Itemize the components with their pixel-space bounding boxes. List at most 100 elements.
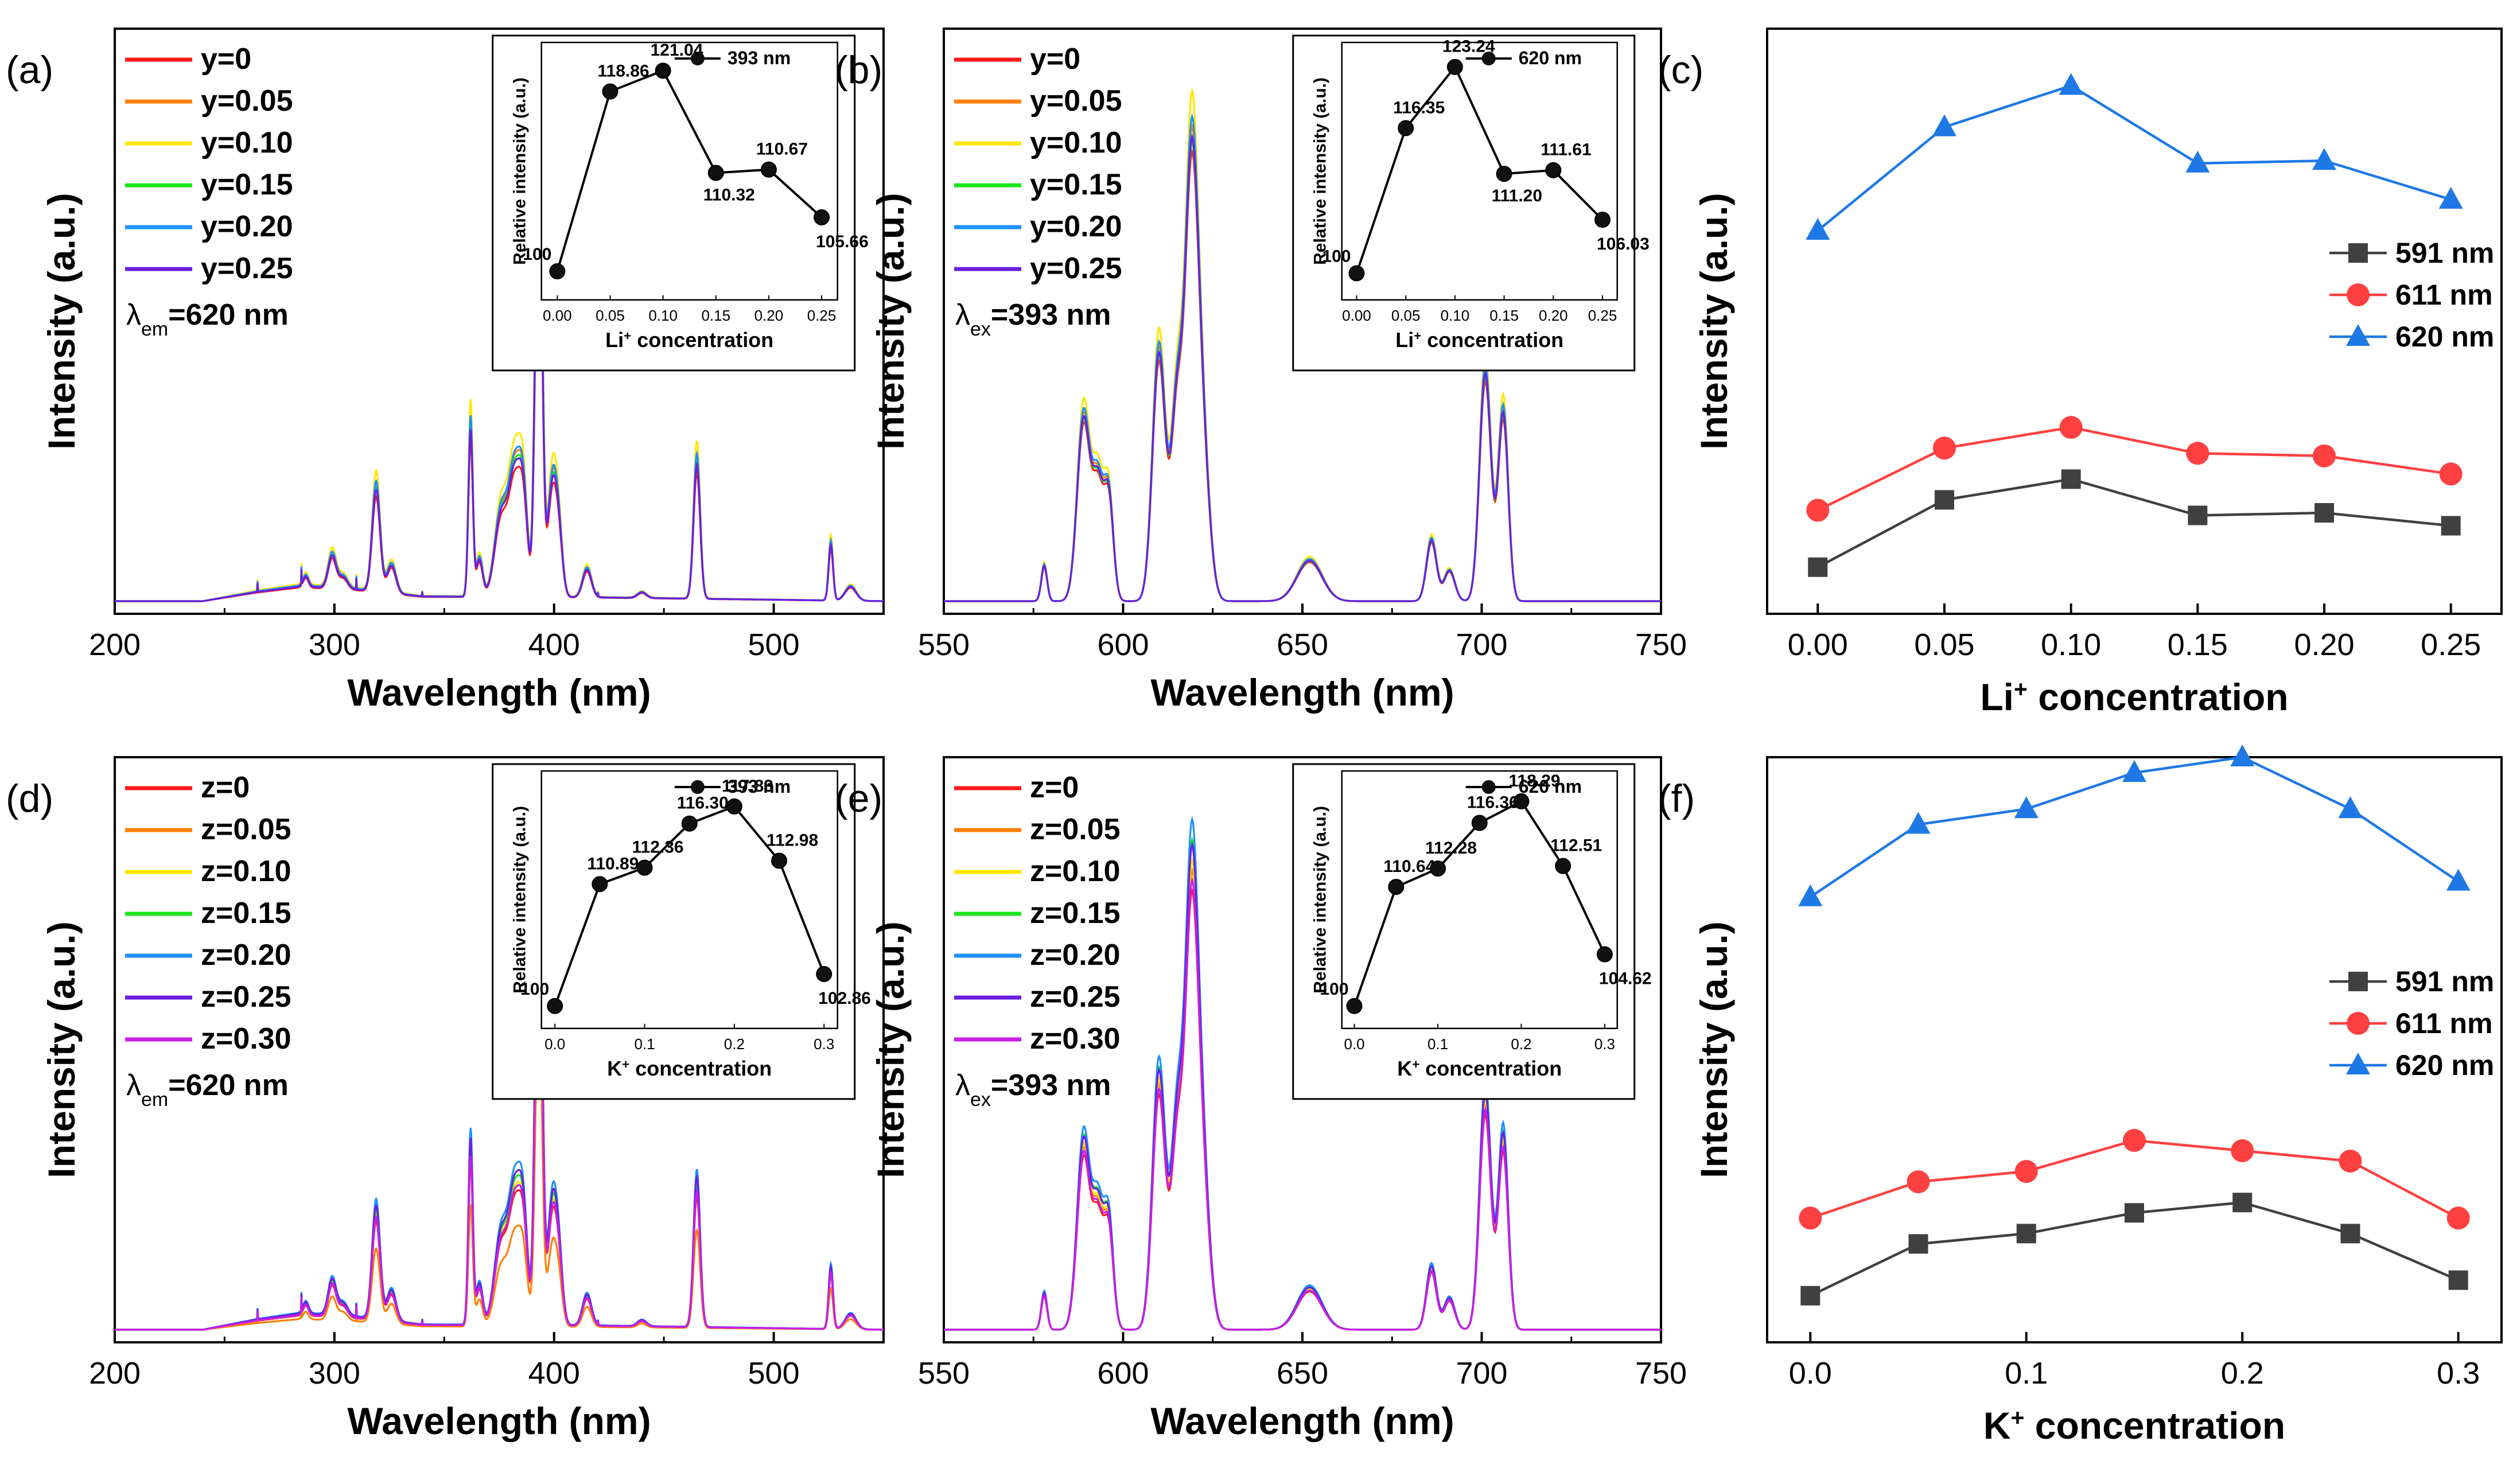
inset-data-label: 110.89 bbox=[587, 854, 639, 873]
inset-plot-area bbox=[1341, 770, 1618, 1030]
legend-marker bbox=[2346, 1053, 2370, 1074]
data-point-triangle bbox=[2312, 148, 2337, 170]
legend-label: z=0.20 bbox=[201, 938, 291, 972]
legend-label: y=0.15 bbox=[201, 168, 293, 201]
x-tick-label: 500 bbox=[748, 1356, 800, 1390]
x-tick-label: 0.2 bbox=[2221, 1356, 2264, 1390]
data-point-square bbox=[2340, 1224, 2360, 1244]
inset-data-label: 111.61 bbox=[1541, 141, 1591, 159]
lambda-text: =620 nm bbox=[168, 1069, 289, 1102]
plot-frame bbox=[114, 756, 885, 1343]
xlabel-element: Li bbox=[605, 328, 624, 352]
data-point-square bbox=[1808, 557, 1828, 577]
inset-x-tick-label: 0.00 bbox=[1342, 307, 1371, 324]
data-point-circle bbox=[2123, 1128, 2146, 1152]
inset-x-tick-label: 0.3 bbox=[814, 1035, 834, 1053]
inset-point bbox=[1471, 815, 1488, 831]
data-point-triangle bbox=[1932, 114, 1956, 137]
legend-label: 591 nm bbox=[2395, 237, 2494, 269]
spectrum-line bbox=[944, 877, 1661, 1331]
panel-label: (c) bbox=[1658, 48, 1703, 92]
lambda-subscript: ex bbox=[970, 318, 991, 340]
panel-label: (e) bbox=[835, 777, 882, 820]
inset-x-tick-label: 0.20 bbox=[1539, 307, 1568, 324]
inset-point bbox=[547, 998, 563, 1014]
panel-c: (c) Intensity (a.u.) 0.00 0.05 0.10 0.15 0.20 0… bbox=[1658, 28, 2503, 718]
inset-x-axis-label: Li+ concentration bbox=[605, 328, 773, 352]
data-point-square bbox=[2061, 469, 2081, 489]
panel-a: (a) Intensity (a.u.) 200 300 400 500 Wavelengt… bbox=[6, 28, 885, 714]
data-point-square bbox=[2448, 1270, 2468, 1290]
inset-x-tick-label: 0.25 bbox=[807, 307, 837, 324]
x-axis-label: Wavelength (nm) bbox=[1150, 1400, 1454, 1442]
x-tick-label: 550 bbox=[918, 1356, 970, 1390]
inset-x-tick-label: 0.2 bbox=[724, 1035, 745, 1053]
y-axis-label: Intensity (a.u.) bbox=[1693, 921, 1735, 1178]
legend-label: 611 nm bbox=[2395, 279, 2493, 311]
data-point-triangle bbox=[2230, 745, 2255, 766]
inset-x-tick-label: 0.2 bbox=[1511, 1035, 1531, 1053]
y-axis-label: Intensity (a.u.) bbox=[1693, 193, 1735, 449]
data-point-square bbox=[1800, 1286, 1820, 1306]
x-axis-label: Li+ concentration bbox=[1980, 676, 2288, 718]
x-tick-label: 0.0 bbox=[1789, 1356, 1832, 1390]
legend-marker bbox=[2348, 972, 2368, 991]
inset-data-label: 112.51 bbox=[1550, 836, 1602, 855]
inset-x-tick-label: 0.00 bbox=[543, 307, 572, 324]
xlabel-charge: + bbox=[1412, 1057, 1419, 1071]
plot-frame bbox=[114, 28, 885, 615]
inset-y-axis-label: Relative intensity (a.u.) bbox=[511, 77, 530, 265]
xlabel-rest: concentration bbox=[1421, 328, 1563, 352]
legend-label: z=0.30 bbox=[201, 1022, 291, 1055]
lambda-subscript: ex bbox=[970, 1089, 991, 1111]
legend-label: z=0.30 bbox=[1030, 1022, 1121, 1055]
inset-x-tick-label: 0.20 bbox=[754, 307, 784, 324]
lambda-symbol: λ bbox=[126, 298, 141, 332]
inset-point bbox=[1348, 265, 1365, 282]
x-tick-label: 750 bbox=[1635, 1356, 1687, 1390]
lambda-subscript: em bbox=[141, 318, 168, 340]
x-tick-label: 200 bbox=[89, 1356, 141, 1390]
inset-x-axis-label: K+ concentration bbox=[1397, 1057, 1562, 1080]
inset-point bbox=[707, 165, 724, 181]
inset-y-axis-label: Relative intensity (a.u.) bbox=[511, 806, 530, 994]
inset-legend-label: 393 nm bbox=[728, 776, 791, 797]
inset-data-label: 100 bbox=[1320, 980, 1349, 999]
x-axis-label: Wavelength (nm) bbox=[1150, 671, 1454, 714]
inset-x-tick-label: 0.0 bbox=[544, 1035, 565, 1053]
inset-point bbox=[1594, 212, 1611, 228]
panel-b: (b) Intensity (a.u.) 550 600 650 700 750 Wavele… bbox=[835, 28, 1687, 714]
data-point-triangle bbox=[1906, 812, 1931, 834]
inset-x-tick-label: 0.1 bbox=[634, 1035, 655, 1053]
inset-point bbox=[636, 859, 653, 876]
x-tick-label: 0.00 bbox=[1788, 628, 1848, 662]
x-tick-label: 300 bbox=[309, 1356, 360, 1390]
spectrum-line bbox=[115, 134, 884, 602]
inset-x-tick-label: 0.0 bbox=[1344, 1035, 1364, 1053]
inset-x-tick-label: 0.3 bbox=[1594, 1035, 1615, 1053]
legend-label: z=0.05 bbox=[1030, 813, 1121, 846]
inset-plot-area bbox=[540, 770, 838, 1030]
inset-point bbox=[655, 63, 671, 79]
legend-label: z=0.15 bbox=[201, 897, 291, 930]
inset-point bbox=[602, 83, 618, 100]
x-tick-label: 0.3 bbox=[2437, 1356, 2480, 1390]
xlabel-rest: concentration bbox=[2028, 676, 2289, 718]
y-axis-label: Intensity (a.u.) bbox=[869, 921, 912, 1178]
series-line bbox=[1817, 426, 2452, 512]
y-axis-label: Intensity (a.u.) bbox=[40, 193, 83, 449]
data-point-triangle bbox=[2014, 796, 2039, 819]
x-tick-label: 400 bbox=[528, 628, 580, 662]
panel-label: (a) bbox=[6, 48, 53, 92]
inset-x-tick-label: 0.10 bbox=[1441, 307, 1470, 324]
legend-marker bbox=[2348, 243, 2368, 263]
legend-label: y=0.05 bbox=[201, 84, 293, 118]
plot-frame bbox=[1766, 28, 2503, 615]
inset-data-label: 112.98 bbox=[767, 831, 818, 850]
x-tick-label: 0.20 bbox=[2294, 628, 2354, 662]
lambda-symbol: λ bbox=[955, 1069, 970, 1102]
data-point-square bbox=[2125, 1203, 2144, 1223]
data-point-triangle bbox=[2446, 868, 2471, 891]
x-tick-label: 650 bbox=[1277, 628, 1328, 662]
